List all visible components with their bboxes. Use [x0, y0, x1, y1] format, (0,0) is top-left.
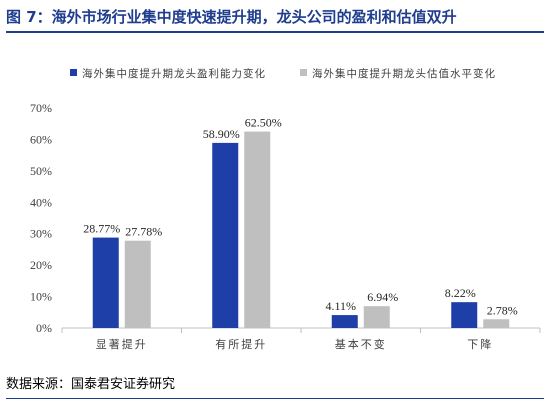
y-tick-label: 30%	[30, 227, 52, 241]
legend-swatch-2	[300, 69, 307, 76]
chart-title: 图 7：海外市场行业集中度快速提升期，龙头公司的盈利和估值双升	[6, 8, 457, 26]
data-label-series-2: 2.78%	[487, 303, 518, 317]
y-tick-label: 0%	[36, 321, 52, 335]
y-tick-label: 60%	[30, 132, 52, 146]
title-divider	[6, 31, 544, 33]
x-axis: 显著提升 有所提升 基本不变 下降	[61, 327, 541, 351]
data-labels: 28.77% 27.78% 58.90% 62.50% 4.11% 6.94% 8.22% 2…	[83, 116, 518, 318]
bar-chart: 海外集中度提升期龙头盈利能力变化 海外集中度提升期龙头估值水平变化 0% 10% 20…	[30, 67, 541, 351]
data-label-series-1: 8.22%	[445, 286, 476, 300]
bottom-divider	[6, 398, 544, 399]
legend-swatch-1	[70, 69, 77, 76]
y-axis: 0% 10% 20% 30% 40% 50% 60% 70%	[30, 101, 52, 335]
data-label-series-2: 27.78%	[125, 225, 162, 239]
source-note: 数据来源：国泰君安证券研究	[6, 377, 176, 392]
data-label-series-1: 28.77%	[83, 222, 120, 236]
data-label-series-2: 6.94%	[367, 290, 398, 304]
y-tick-label: 20%	[30, 258, 52, 272]
legend: 海外集中度提升期龙头盈利能力变化 海外集中度提升期龙头估值水平变化	[70, 67, 496, 80]
data-label-series-1: 4.11%	[325, 299, 356, 313]
x-category-label: 有所提升	[215, 337, 267, 351]
legend-label-1: 海外集中度提升期龙头盈利能力变化	[82, 67, 266, 80]
x-category-label: 下降	[467, 337, 493, 351]
bar-series-1	[92, 237, 119, 328]
bar-series-2	[483, 319, 510, 328]
bar-series-2	[244, 131, 271, 328]
x-category-label: 显著提升	[96, 337, 148, 351]
bar-series-2	[363, 306, 390, 328]
data-label-series-2: 62.50%	[245, 116, 282, 130]
bar-series-1	[451, 302, 478, 328]
y-tick-label: 70%	[30, 101, 52, 115]
x-category-label: 基本不变	[335, 337, 387, 351]
bar-series-1	[212, 142, 239, 328]
y-tick-label: 10%	[30, 290, 52, 304]
legend-label-2: 海外集中度提升期龙头估值水平变化	[312, 67, 496, 80]
data-label-series-1: 58.90%	[203, 127, 240, 141]
y-tick-label: 50%	[30, 164, 52, 178]
y-tick-label: 40%	[30, 195, 52, 209]
bars	[92, 131, 510, 328]
bar-series-1	[331, 315, 358, 328]
bar-series-2	[124, 240, 151, 328]
